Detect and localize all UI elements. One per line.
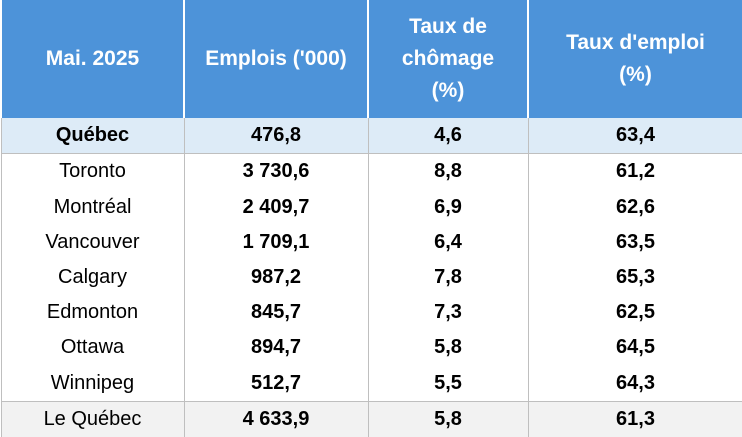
- value-cell: 61,3: [527, 400, 742, 437]
- value-cell: 4,6: [367, 118, 529, 155]
- value-cell: 987,2: [183, 259, 369, 296]
- header-line: Taux d'emploi: [566, 31, 705, 54]
- value-cell: 62,5: [527, 295, 742, 331]
- region-cell: Vancouver: [0, 224, 185, 260]
- table-row: Toronto 3 730,6 8,8 61,2: [0, 153, 742, 190]
- header-line: (%): [619, 63, 652, 86]
- region-cell: Ottawa: [0, 330, 185, 366]
- value-cell: 7,3: [367, 295, 529, 331]
- region-cell: Edmonton: [0, 295, 185, 331]
- region-cell: Winnipeg: [0, 365, 185, 402]
- header-line: (%): [431, 79, 465, 102]
- table-row: Edmonton 845,7 7,3 62,5: [0, 295, 742, 331]
- table-row: Ottawa 894,7 5,8 64,5: [0, 330, 742, 366]
- value-cell: 62,6: [527, 189, 742, 225]
- region-cell: Québec: [0, 118, 185, 155]
- region-cell: Montréal: [0, 189, 185, 225]
- value-cell: 7,8: [367, 259, 529, 296]
- column-header: Taux de chômage (%): [367, 0, 529, 118]
- value-cell: 65,3: [527, 259, 742, 296]
- table-row: Calgary 987,2 7,8 65,3: [0, 259, 742, 296]
- table-row: Montréal 2 409,7 6,9 62,6: [0, 189, 742, 225]
- table-row: Vancouver 1 709,1 6,4 63,5: [0, 224, 742, 260]
- value-cell: 64,5: [527, 330, 742, 366]
- value-cell: 5,5: [367, 365, 529, 402]
- value-cell: 894,7: [183, 330, 369, 366]
- value-cell: 63,5: [527, 224, 742, 260]
- value-cell: 1 709,1: [183, 224, 369, 260]
- region-cell: Le Québec: [0, 400, 185, 437]
- header-line: Taux de: [409, 15, 487, 38]
- region-cell: Calgary: [0, 259, 185, 296]
- value-cell: 64,3: [527, 365, 742, 402]
- value-cell: 8,8: [367, 153, 529, 190]
- table-row: Québec 476,8 4,6 63,4: [0, 118, 742, 155]
- value-cell: 3 730,6: [183, 153, 369, 190]
- value-cell: 6,9: [367, 189, 529, 225]
- table-row: Le Québec 4 633,9 5,8 61,3: [0, 400, 742, 437]
- table-body: Québec 476,8 4,6 63,4 Toronto 3 730,6 8,8 61,2 M…: [0, 118, 742, 437]
- table-row: Winnipeg 512,7 5,5 64,3: [0, 365, 742, 402]
- value-cell: 61,2: [527, 153, 742, 190]
- value-cell: 2 409,7: [183, 189, 369, 225]
- value-cell: 845,7: [183, 295, 369, 331]
- value-cell: 5,8: [367, 330, 529, 366]
- value-cell: 476,8: [183, 118, 369, 155]
- header-row: Mai. 2025 Emplois ('000) Taux de chômage (%)…: [0, 0, 742, 118]
- value-cell: 4 633,9: [183, 400, 369, 437]
- header-line: chômage: [401, 47, 495, 70]
- column-header: Mai. 2025: [0, 0, 185, 118]
- value-cell: 63,4: [527, 118, 742, 155]
- column-header: Emplois ('000): [183, 0, 369, 118]
- value-cell: 512,7: [183, 365, 369, 402]
- table-header: Mai. 2025 Emplois ('000) Taux de chômage (%)…: [0, 0, 742, 118]
- value-cell: 5,8: [367, 400, 529, 437]
- column-header: Taux d'emploi (%): [527, 0, 742, 118]
- value-cell: 6,4: [367, 224, 529, 260]
- region-cell: Toronto: [0, 153, 185, 190]
